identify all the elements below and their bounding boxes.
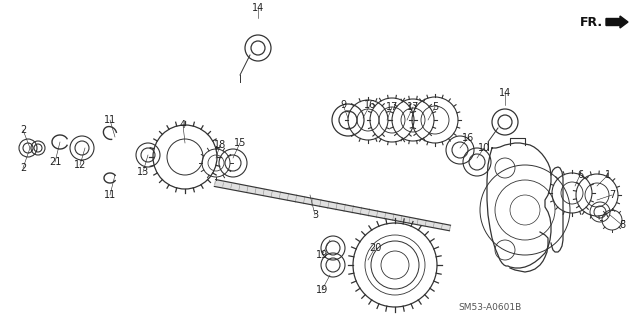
Text: 14: 14 [252, 3, 264, 13]
Text: 1: 1 [605, 170, 611, 180]
Text: 20: 20 [369, 243, 381, 253]
Polygon shape [214, 180, 451, 231]
Text: 4: 4 [180, 120, 186, 130]
Text: 21: 21 [49, 157, 61, 167]
Text: 7: 7 [609, 190, 615, 200]
Text: 14: 14 [499, 88, 511, 98]
Text: 16: 16 [364, 100, 376, 110]
Text: SM53-A0601B: SM53-A0601B [458, 303, 522, 313]
Text: 10: 10 [478, 143, 490, 153]
Text: 18: 18 [214, 140, 226, 150]
Text: 15: 15 [234, 138, 246, 148]
Text: 17: 17 [386, 102, 398, 112]
Text: 17: 17 [407, 102, 419, 112]
Text: 19: 19 [316, 250, 328, 260]
Text: 11: 11 [104, 190, 116, 200]
Text: 11: 11 [104, 115, 116, 125]
Text: 6: 6 [577, 170, 583, 180]
Text: 12: 12 [74, 160, 86, 170]
Text: 3: 3 [312, 210, 318, 220]
Text: 2: 2 [20, 125, 26, 135]
Text: 19: 19 [316, 285, 328, 295]
Text: FR.: FR. [580, 16, 603, 28]
Text: 2: 2 [20, 163, 26, 173]
Text: 9: 9 [340, 100, 346, 110]
Text: 5: 5 [432, 102, 438, 112]
Text: 8: 8 [619, 220, 625, 230]
Text: 13: 13 [137, 167, 149, 177]
Text: 16: 16 [462, 133, 474, 143]
FancyArrow shape [606, 16, 628, 28]
